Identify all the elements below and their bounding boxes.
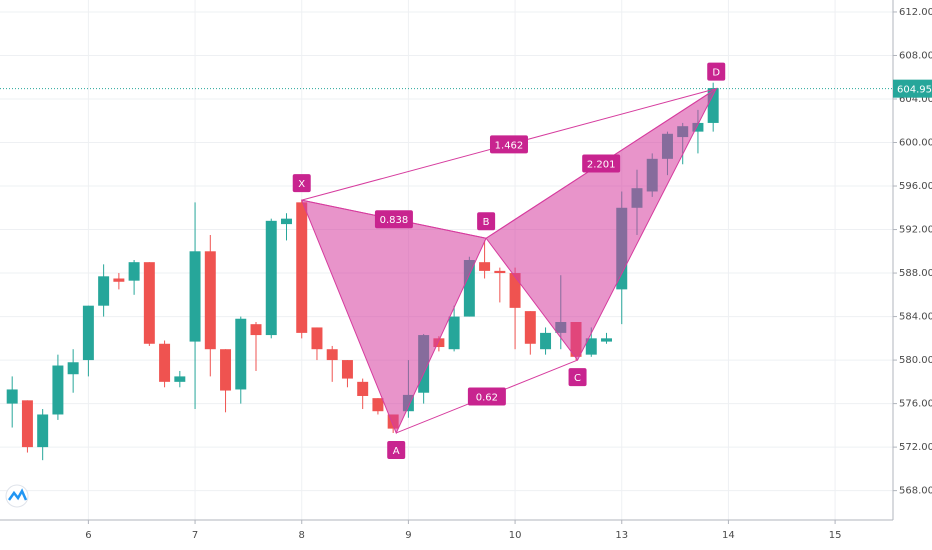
candle-body bbox=[174, 376, 186, 382]
candle-body bbox=[433, 338, 445, 348]
point-label: B bbox=[477, 212, 496, 231]
candle-body bbox=[6, 389, 18, 404]
ratio-label-text: 2.201 bbox=[587, 159, 616, 170]
ratio-label: 2.201 bbox=[582, 154, 621, 173]
ratio-label-box bbox=[489, 135, 528, 154]
candle-body bbox=[296, 202, 308, 333]
ratio-label-box bbox=[467, 387, 506, 406]
candle-body bbox=[494, 270, 506, 274]
point-label: C bbox=[568, 368, 587, 387]
candle-body bbox=[67, 362, 79, 375]
point-label: A bbox=[387, 440, 406, 459]
candle-body bbox=[159, 343, 171, 382]
candle-body bbox=[82, 305, 94, 361]
candle-body bbox=[463, 260, 475, 317]
point-label-box bbox=[387, 440, 406, 459]
point-label-text: B bbox=[483, 217, 490, 228]
candle-body bbox=[189, 251, 201, 342]
x-tick-label: 14 bbox=[722, 530, 735, 541]
candle-body bbox=[311, 327, 323, 350]
candle-body bbox=[524, 311, 536, 344]
candle-body bbox=[143, 262, 155, 344]
point-label-box bbox=[568, 368, 587, 387]
y-tick-label: 584.00 bbox=[899, 312, 932, 323]
candle-body bbox=[37, 414, 49, 448]
candle-body bbox=[448, 316, 460, 350]
candle-body bbox=[357, 381, 369, 396]
y-tick-label: 608.00 bbox=[899, 50, 932, 61]
point-label: X bbox=[292, 174, 311, 193]
point-label-box bbox=[477, 212, 496, 231]
point-label-text: X bbox=[298, 179, 305, 190]
x-tick-label: 6 bbox=[85, 530, 91, 541]
candle-body bbox=[692, 122, 704, 132]
x-tick-label: 7 bbox=[192, 530, 198, 541]
last-price-label: 604.95 bbox=[897, 85, 932, 96]
y-tick-label: 592.00 bbox=[899, 225, 932, 236]
candle-body bbox=[220, 349, 232, 391]
x-tick-label: 9 bbox=[405, 530, 411, 541]
y-tick-label: 600.00 bbox=[899, 138, 932, 149]
point-label-text: D bbox=[712, 68, 720, 79]
y-tick-label: 572.00 bbox=[899, 442, 932, 453]
point-label-box bbox=[292, 174, 311, 193]
y-tick-label: 596.00 bbox=[899, 181, 932, 192]
y-tick-label: 568.00 bbox=[899, 486, 932, 497]
point-label-box bbox=[707, 62, 726, 81]
candle-body bbox=[204, 251, 216, 350]
candle-body bbox=[52, 365, 64, 415]
candle-body bbox=[265, 220, 277, 336]
ratio-label-text: 1.462 bbox=[495, 140, 524, 151]
candle-body bbox=[601, 338, 612, 342]
candle-body bbox=[479, 262, 491, 271]
plot: 0.838 1.462 0.62 2.201 X A B C D bbox=[0, 62, 893, 461]
x-tick-label: 15 bbox=[829, 530, 842, 541]
candle-body bbox=[540, 332, 552, 350]
candle-body bbox=[326, 349, 338, 361]
x-tick-label: 10 bbox=[509, 530, 522, 541]
ratio-label-box bbox=[374, 210, 413, 229]
candle-body bbox=[585, 338, 597, 355]
y-tick-label: 576.00 bbox=[899, 399, 932, 410]
ratio-label-text: 0.838 bbox=[380, 215, 409, 226]
point-label: D bbox=[707, 62, 726, 81]
point-label-text: A bbox=[393, 446, 400, 457]
y-tick-label: 604.00 bbox=[899, 94, 932, 105]
candle-body bbox=[707, 88, 719, 123]
x-tick-label: 13 bbox=[615, 530, 628, 541]
y-tick-label: 580.00 bbox=[899, 355, 932, 366]
x-tick-label: 8 bbox=[299, 530, 305, 541]
ratio-label-box bbox=[582, 154, 621, 173]
ratio-label-text: 0.62 bbox=[476, 393, 498, 404]
candle-body bbox=[341, 360, 353, 379]
candle-body bbox=[281, 218, 292, 225]
candle-body bbox=[113, 278, 125, 282]
candle-body bbox=[21, 400, 33, 448]
point-label-text: C bbox=[574, 373, 581, 384]
candle-body bbox=[250, 324, 262, 336]
logo bbox=[5, 484, 29, 508]
y-tick-label: 612.00 bbox=[899, 7, 932, 18]
axes: 568.00 572.00 576.00 580.00 584.00 588.00 592.… bbox=[85, 7, 932, 541]
ratio-label: 0.838 bbox=[374, 210, 413, 229]
candle-body bbox=[372, 398, 384, 412]
candle-body bbox=[235, 318, 247, 390]
candle-body bbox=[98, 276, 110, 306]
y-tick-label: 588.00 bbox=[899, 268, 932, 279]
ratio-label: 0.62 bbox=[467, 387, 506, 406]
candle-body bbox=[509, 273, 521, 308]
candle-body bbox=[128, 262, 140, 281]
last-price-box bbox=[893, 79, 932, 98]
ratio-label: 1.462 bbox=[489, 135, 528, 154]
